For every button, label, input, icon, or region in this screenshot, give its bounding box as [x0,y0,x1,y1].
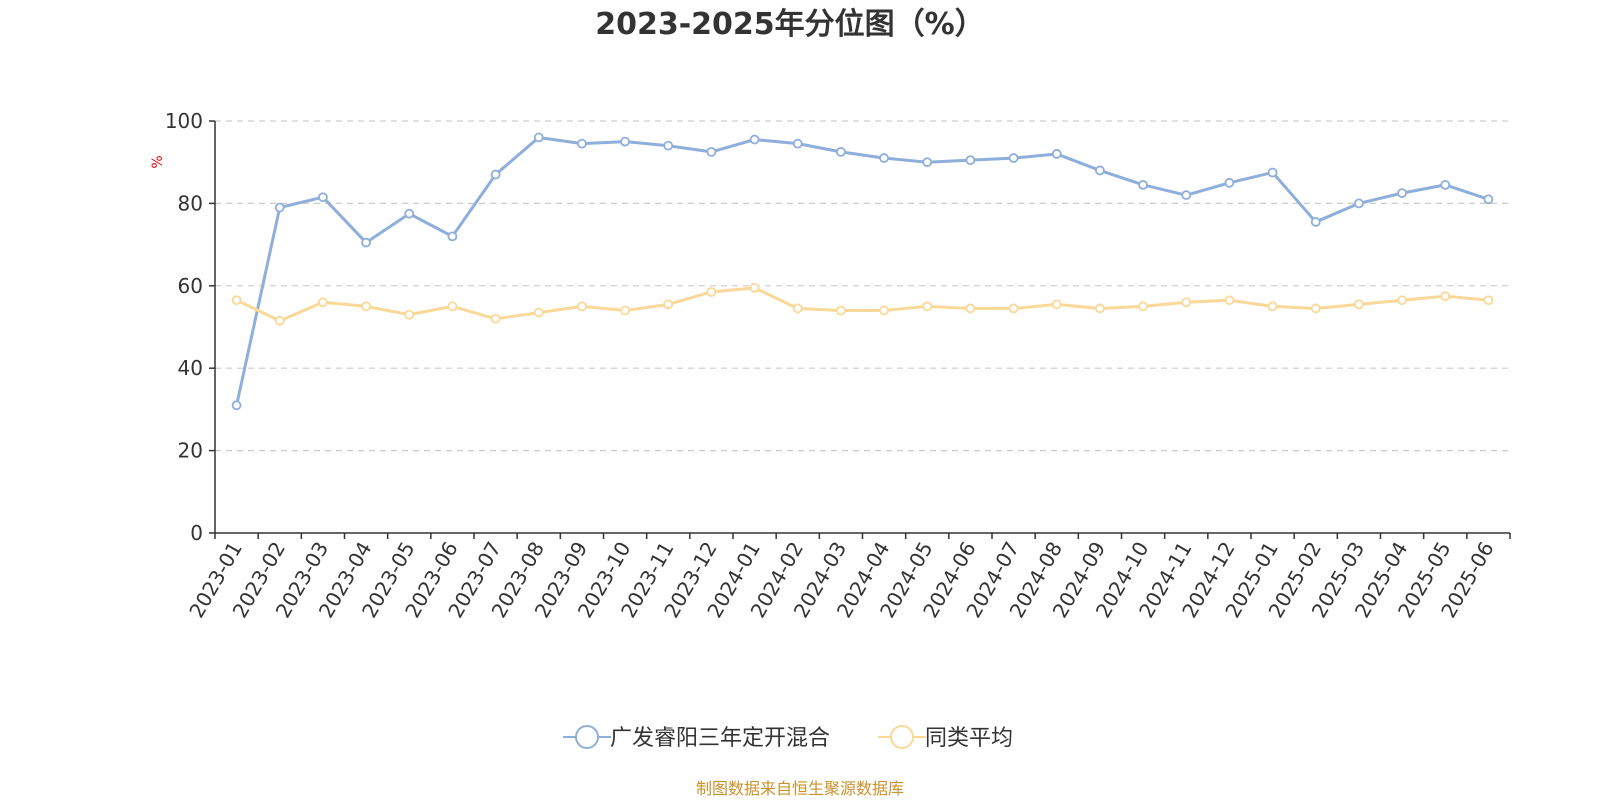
data-point[interactable] [1181,297,1192,308]
data-source-note: 制图数据来自恒生聚源数据库 [696,779,904,798]
data-point[interactable] [620,136,630,147]
data-point[interactable] [836,305,846,316]
grid-lines [215,120,1510,452]
data-point[interactable] [1051,299,1062,310]
data-point[interactable] [879,305,889,316]
legend-circle-icon [575,725,599,749]
y-axis-ticks: 0 20 40 60 80 100 [165,109,203,545]
data-point[interactable] [231,400,242,411]
data-point[interactable] [1440,179,1451,190]
data-point[interactable] [1397,295,1407,306]
y-tick-label: 80 [178,191,203,215]
data-point[interactable] [1095,165,1105,176]
data-point[interactable] [274,315,285,326]
data-point[interactable] [318,192,328,203]
data-point[interactable] [1008,153,1019,163]
data-point[interactable] [1224,295,1235,306]
legend-item-1[interactable]: 同类平均 [878,725,1013,751]
data-point[interactable] [1267,301,1278,312]
data-point[interactable] [663,140,674,151]
data-point[interactable] [1310,303,1321,314]
legend-circle-icon [890,725,914,749]
data-point[interactable] [749,282,760,293]
data-point[interactable] [749,134,760,145]
data-point[interactable] [1354,198,1364,209]
data-point[interactable] [533,307,544,318]
data-point[interactable] [577,301,587,312]
series-line-0 [235,135,1489,406]
data-point[interactable] [792,303,803,314]
data-point[interactable] [404,208,415,219]
data-point[interactable] [231,295,242,306]
data-point[interactable] [1138,179,1148,190]
data-point[interactable] [1008,303,1019,314]
data-point[interactable] [318,297,328,308]
chart-title: 2023-2025年分位图（%） [595,7,985,42]
data-point[interactable] [1483,295,1494,306]
data-point[interactable] [361,301,371,312]
data-point[interactable] [663,299,674,310]
data-point[interactable] [1138,301,1148,312]
series-lines [231,132,1494,411]
data-point[interactable] [1224,177,1235,188]
data-point[interactable] [1095,303,1105,314]
data-point[interactable] [1397,188,1407,199]
legend-item-0[interactable]: 广发睿阳三年定开混合 [563,725,830,751]
y-tick-label: 0 [190,521,203,545]
y-axis-unit-label: % [150,155,166,168]
legend[interactable]: 广发睿阳三年定开混合 同类平均 [563,725,1013,751]
data-point[interactable] [792,138,803,149]
data-point[interactable] [361,237,371,248]
data-point[interactable] [490,313,501,324]
data-point[interactable] [447,231,458,242]
data-point[interactable] [620,305,630,316]
data-point[interactable] [1051,149,1062,159]
data-point[interactable] [404,309,415,320]
axes [209,120,1511,539]
data-point[interactable] [490,169,501,180]
data-point[interactable] [274,202,285,213]
series-line-1 [235,286,1489,323]
data-point[interactable] [922,301,933,312]
data-point[interactable] [706,287,717,297]
data-point[interactable] [1354,299,1364,310]
y-tick-label: 100 [165,109,203,133]
data-point[interactable] [965,155,976,166]
y-tick-label: 60 [178,274,203,298]
data-point[interactable] [1267,167,1278,178]
data-point[interactable] [922,157,933,168]
data-point[interactable] [879,153,889,163]
data-point[interactable] [1483,194,1494,205]
x-axis-ticks: 2023-012023-022023-032023-042023-052023-… [184,538,1498,622]
data-point[interactable] [965,303,976,314]
y-tick-label: 40 [178,356,203,380]
y-tick-label: 20 [178,439,203,463]
data-point[interactable] [577,138,587,149]
data-point[interactable] [706,146,717,157]
legend-label: 广发睿阳三年定开混合 [610,726,830,751]
data-point[interactable] [1310,217,1321,227]
data-point[interactable] [1181,190,1192,201]
data-point[interactable] [1440,291,1451,302]
data-point[interactable] [836,146,846,157]
legend-label: 同类平均 [925,726,1013,751]
data-point[interactable] [447,301,458,312]
data-point[interactable] [533,132,544,143]
